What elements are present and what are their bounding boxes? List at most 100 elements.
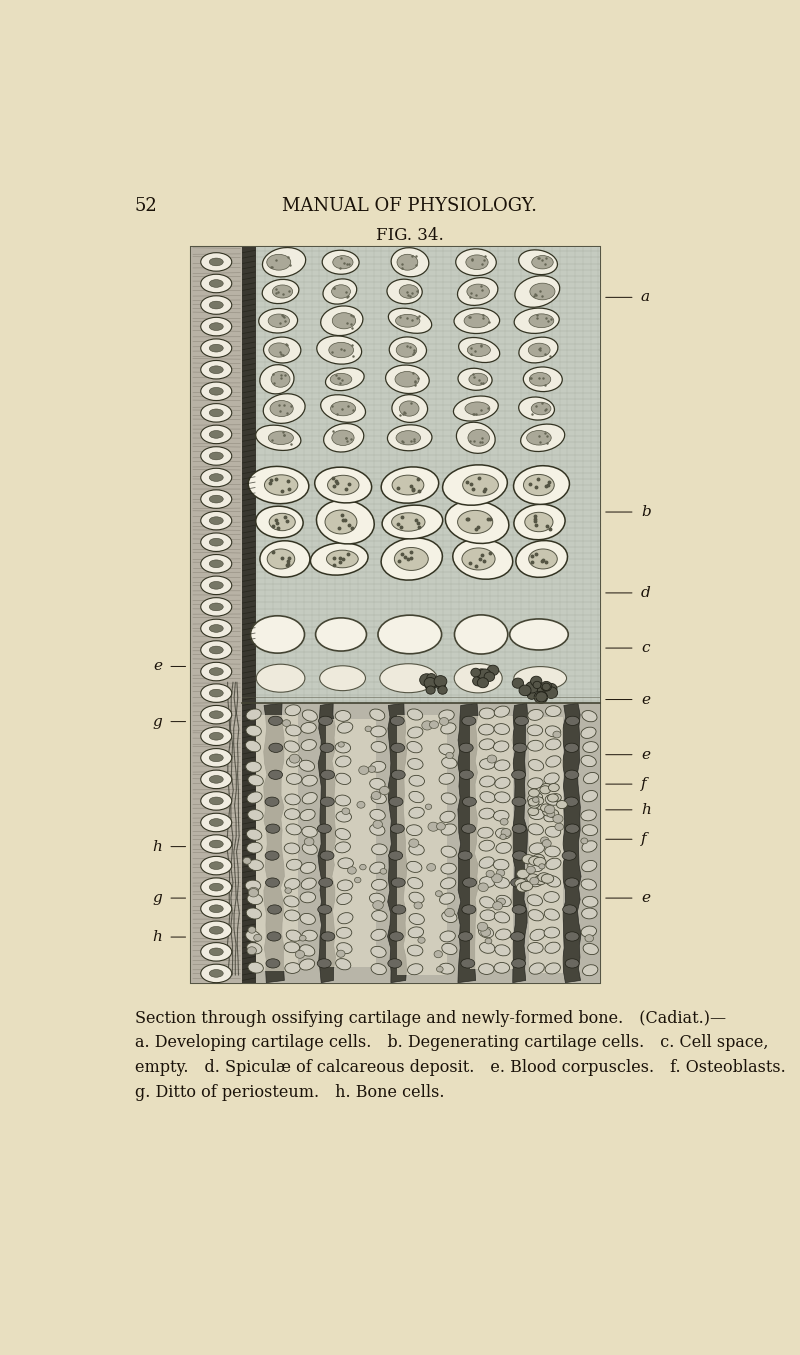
Ellipse shape [381, 538, 442, 580]
Text: e: e [153, 660, 162, 673]
Ellipse shape [531, 402, 551, 415]
Ellipse shape [496, 870, 505, 877]
Ellipse shape [436, 682, 446, 690]
Ellipse shape [487, 665, 498, 676]
Ellipse shape [425, 680, 436, 690]
Bar [191, 248, 600, 982]
Ellipse shape [300, 913, 315, 924]
Ellipse shape [528, 740, 543, 751]
Ellipse shape [529, 856, 541, 866]
Ellipse shape [201, 491, 232, 508]
Ellipse shape [260, 364, 294, 394]
Ellipse shape [481, 928, 490, 936]
Ellipse shape [268, 314, 290, 328]
Ellipse shape [530, 963, 544, 974]
Text: Section through ossifying cartilage and newly-formed bone. (Cadiat.)—: Section through ossifying cartilage and … [135, 1009, 726, 1027]
Ellipse shape [337, 893, 352, 905]
Ellipse shape [478, 883, 488, 892]
Ellipse shape [565, 770, 579, 779]
Ellipse shape [336, 812, 351, 822]
Ellipse shape [478, 669, 491, 680]
Text: h: h [152, 930, 162, 944]
Ellipse shape [438, 686, 447, 694]
Ellipse shape [426, 804, 432, 809]
Ellipse shape [246, 829, 262, 840]
Text: g. Ditto of periosteum. h. Bone cells.: g. Ditto of periosteum. h. Bone cells. [135, 1084, 444, 1100]
Ellipse shape [533, 682, 541, 688]
Ellipse shape [512, 770, 526, 779]
Ellipse shape [518, 397, 554, 420]
Ellipse shape [286, 774, 302, 785]
Ellipse shape [336, 927, 352, 938]
Ellipse shape [519, 337, 558, 363]
Polygon shape [264, 703, 284, 982]
Ellipse shape [301, 878, 316, 889]
Ellipse shape [248, 962, 263, 973]
Ellipse shape [495, 828, 511, 839]
Ellipse shape [408, 759, 423, 770]
Ellipse shape [459, 770, 474, 779]
Ellipse shape [407, 963, 423, 974]
Ellipse shape [336, 774, 350, 785]
Ellipse shape [286, 725, 301, 736]
Ellipse shape [201, 274, 232, 293]
Ellipse shape [420, 673, 434, 686]
Ellipse shape [437, 966, 443, 972]
Ellipse shape [391, 878, 405, 888]
Ellipse shape [210, 560, 223, 568]
Ellipse shape [201, 835, 232, 854]
Ellipse shape [458, 369, 492, 390]
Ellipse shape [408, 878, 422, 889]
Ellipse shape [372, 844, 387, 855]
Ellipse shape [370, 778, 385, 790]
Ellipse shape [546, 738, 561, 749]
Ellipse shape [528, 860, 543, 871]
Ellipse shape [295, 950, 305, 958]
Ellipse shape [529, 549, 558, 569]
Ellipse shape [323, 279, 357, 304]
Ellipse shape [541, 837, 549, 844]
Ellipse shape [465, 402, 490, 415]
Ellipse shape [540, 786, 550, 794]
Ellipse shape [335, 828, 350, 840]
Ellipse shape [321, 770, 334, 779]
Ellipse shape [513, 743, 527, 752]
Ellipse shape [335, 841, 350, 852]
Ellipse shape [337, 943, 352, 954]
Ellipse shape [270, 401, 294, 416]
Ellipse shape [371, 879, 387, 890]
Ellipse shape [544, 892, 559, 902]
Ellipse shape [381, 467, 438, 503]
Ellipse shape [538, 873, 550, 882]
Text: e: e [641, 692, 650, 706]
Ellipse shape [266, 959, 280, 967]
Ellipse shape [546, 726, 561, 737]
Ellipse shape [530, 676, 542, 686]
Ellipse shape [565, 878, 579, 888]
Ellipse shape [547, 810, 555, 817]
Ellipse shape [210, 862, 223, 870]
Ellipse shape [528, 710, 543, 721]
Text: MANUAL OF PHYSIOLOGY.: MANUAL OF PHYSIOLOGY. [282, 198, 538, 215]
Ellipse shape [302, 827, 318, 837]
Ellipse shape [424, 678, 436, 688]
Ellipse shape [286, 824, 302, 835]
Ellipse shape [565, 932, 579, 942]
Ellipse shape [387, 279, 422, 304]
Ellipse shape [269, 343, 290, 358]
Ellipse shape [458, 337, 500, 363]
Ellipse shape [370, 893, 385, 904]
Ellipse shape [479, 738, 494, 749]
Ellipse shape [395, 314, 420, 327]
Ellipse shape [210, 603, 223, 611]
Ellipse shape [378, 615, 442, 653]
Ellipse shape [210, 388, 223, 396]
Ellipse shape [322, 251, 359, 274]
Ellipse shape [371, 791, 381, 799]
Ellipse shape [320, 851, 334, 860]
Text: h: h [152, 840, 162, 854]
Ellipse shape [510, 932, 525, 942]
Ellipse shape [408, 726, 423, 738]
Ellipse shape [479, 840, 494, 851]
Ellipse shape [542, 808, 554, 816]
